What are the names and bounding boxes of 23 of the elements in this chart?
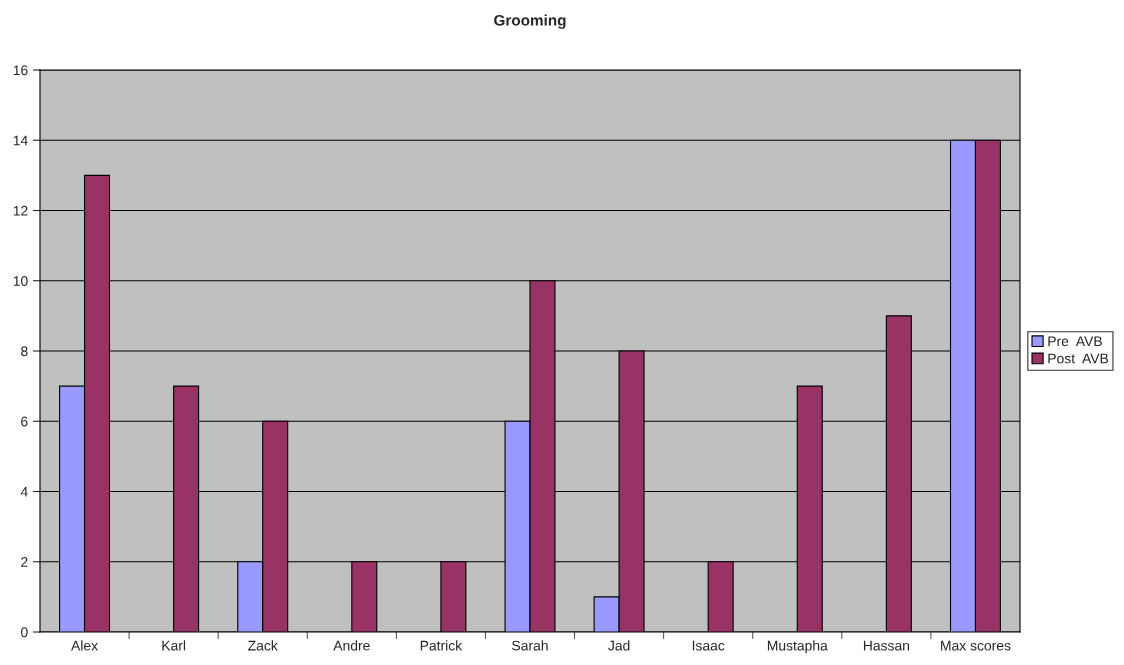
x-tick-label: Zack [248,640,278,651]
x-tick-label: Max scores [941,640,1011,651]
x-tick-label: Jad [608,640,630,651]
y-tick-label: 6 [21,416,28,427]
x-tick-label: Isaac [692,640,725,651]
y-tick-label: 16 [13,65,28,76]
x-tick-label: Patrick [420,640,463,651]
x-tick-label: Mustapha [767,640,828,654]
x-tick-label: Andre [333,640,370,651]
chart-title: Grooming [494,14,566,29]
x-tick-label: Karl [162,640,186,651]
y-tick-label: 14 [13,135,28,146]
x-tick-label: Alex [71,640,98,651]
y-tick-label: 8 [21,346,28,357]
legend-label: Post AVB [1048,353,1109,364]
y-tick-label: 12 [13,205,28,216]
x-tick-label: Sarah [512,640,548,651]
legend-label: Pre AVB [1048,336,1102,347]
y-tick-label: 4 [20,486,28,497]
x-tick-label: Hassan [863,640,910,651]
y-tick-label: 2 [21,557,28,567]
y-tick-label: 10 [13,276,28,286]
y-tick-label: 0 [21,627,28,638]
